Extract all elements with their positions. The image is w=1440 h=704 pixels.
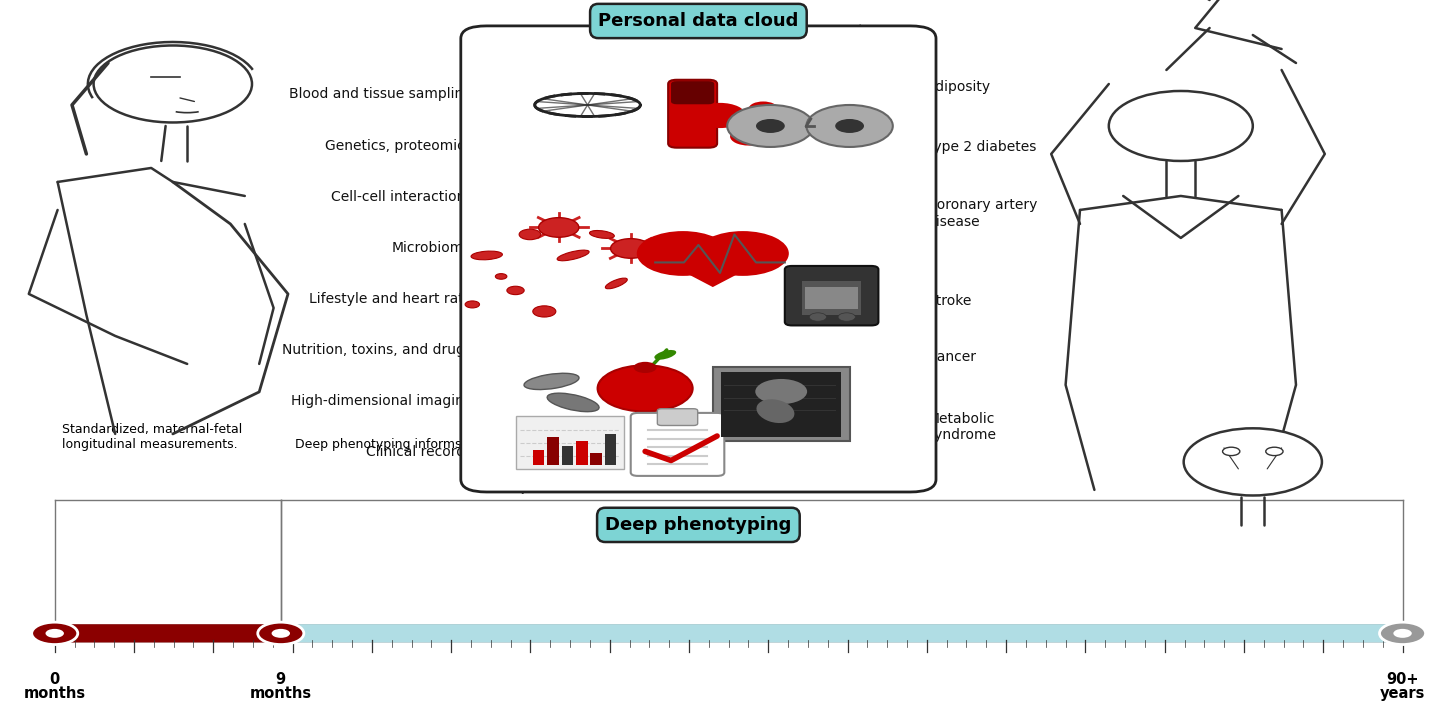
Circle shape <box>838 313 855 321</box>
FancyBboxPatch shape <box>785 266 878 325</box>
Circle shape <box>806 105 893 147</box>
Circle shape <box>1109 91 1253 161</box>
Text: Standardized, maternal-fetal
longitudinal measurements.: Standardized, maternal-fetal longitudina… <box>62 423 242 451</box>
Text: 9: 9 <box>275 672 287 687</box>
Circle shape <box>697 231 789 276</box>
Text: Clinical records: Clinical records <box>366 445 472 459</box>
Circle shape <box>755 379 806 404</box>
FancyBboxPatch shape <box>49 624 287 643</box>
Ellipse shape <box>524 373 579 389</box>
Circle shape <box>272 629 289 638</box>
Circle shape <box>1394 629 1411 638</box>
Text: Personal data cloud: Personal data cloud <box>598 12 799 30</box>
FancyBboxPatch shape <box>590 453 602 465</box>
Circle shape <box>835 119 864 133</box>
Ellipse shape <box>495 274 507 279</box>
Text: Type 2 diabetes: Type 2 diabetes <box>927 140 1037 154</box>
Circle shape <box>727 105 814 147</box>
Text: 0: 0 <box>49 672 60 687</box>
Text: years: years <box>1380 686 1426 701</box>
FancyBboxPatch shape <box>461 26 936 492</box>
Circle shape <box>1223 447 1240 455</box>
Circle shape <box>756 119 785 133</box>
FancyBboxPatch shape <box>805 287 858 309</box>
Text: Lifestyle and heart rate: Lifestyle and heart rate <box>310 292 472 306</box>
Circle shape <box>809 313 827 321</box>
Circle shape <box>749 101 778 115</box>
Text: Deep phenotyping informs lifelong health.: Deep phenotyping informs lifelong health… <box>295 439 560 451</box>
FancyBboxPatch shape <box>547 437 559 465</box>
Circle shape <box>32 622 78 645</box>
Ellipse shape <box>507 287 524 295</box>
FancyBboxPatch shape <box>533 450 544 465</box>
Text: High-dimensional imaging: High-dimensional imaging <box>291 394 472 408</box>
FancyBboxPatch shape <box>658 409 698 425</box>
Text: Coronary artery
disease: Coronary artery disease <box>927 199 1038 229</box>
FancyBboxPatch shape <box>275 624 1408 643</box>
Circle shape <box>730 127 768 146</box>
FancyBboxPatch shape <box>631 413 724 476</box>
Ellipse shape <box>520 230 541 239</box>
Circle shape <box>598 365 693 412</box>
Ellipse shape <box>589 230 615 239</box>
Circle shape <box>539 218 579 237</box>
Text: Deep phenotyping: Deep phenotyping <box>605 516 792 534</box>
Ellipse shape <box>654 350 677 360</box>
Ellipse shape <box>465 301 480 308</box>
Ellipse shape <box>605 278 628 289</box>
Text: Cancer: Cancer <box>927 350 976 364</box>
Circle shape <box>46 629 63 638</box>
Circle shape <box>611 239 651 258</box>
FancyBboxPatch shape <box>713 367 850 441</box>
Circle shape <box>1266 447 1283 455</box>
Text: Adiposity: Adiposity <box>927 80 992 94</box>
Circle shape <box>1380 622 1426 645</box>
Ellipse shape <box>533 306 556 317</box>
FancyBboxPatch shape <box>49 624 1408 643</box>
Circle shape <box>694 103 746 128</box>
Text: Metabolic
syndrome: Metabolic syndrome <box>927 412 996 442</box>
FancyBboxPatch shape <box>605 434 616 465</box>
Circle shape <box>1184 428 1322 496</box>
Ellipse shape <box>756 399 795 423</box>
Circle shape <box>258 622 304 645</box>
FancyBboxPatch shape <box>516 416 624 469</box>
FancyBboxPatch shape <box>802 282 861 315</box>
FancyBboxPatch shape <box>562 446 573 465</box>
Circle shape <box>636 231 729 276</box>
FancyBboxPatch shape <box>576 441 588 465</box>
Text: months: months <box>249 686 312 701</box>
FancyBboxPatch shape <box>668 80 717 148</box>
Text: Genetics, proteomics: Genetics, proteomics <box>325 139 472 153</box>
Ellipse shape <box>547 393 599 412</box>
Text: Cell-cell interactions: Cell-cell interactions <box>331 189 472 203</box>
Circle shape <box>94 46 252 122</box>
FancyBboxPatch shape <box>671 81 714 104</box>
Ellipse shape <box>471 251 503 260</box>
Text: Nutrition, toxins, and drugs: Nutrition, toxins, and drugs <box>282 343 472 357</box>
Circle shape <box>634 362 657 373</box>
Text: Microbiome: Microbiome <box>392 241 472 255</box>
Text: Blood and tissue sampling: Blood and tissue sampling <box>289 87 472 101</box>
FancyBboxPatch shape <box>721 372 841 436</box>
Ellipse shape <box>557 250 589 260</box>
Text: Stroke: Stroke <box>927 294 972 308</box>
Text: months: months <box>23 686 86 701</box>
Text: 90+: 90+ <box>1387 672 1418 687</box>
Polygon shape <box>652 256 773 287</box>
